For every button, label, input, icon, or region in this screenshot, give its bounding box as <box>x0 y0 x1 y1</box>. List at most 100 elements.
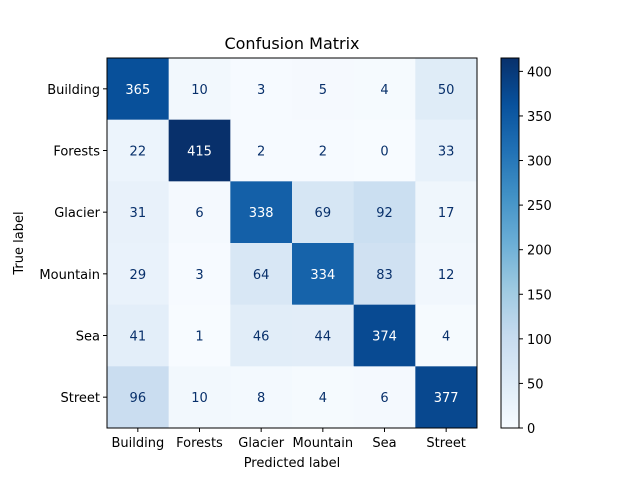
heatmap-cell <box>230 181 293 244</box>
chart-title: Confusion Matrix <box>224 34 359 53</box>
heatmap-cell <box>107 243 170 306</box>
x-tick-label: Forests <box>176 436 223 451</box>
heatmap-cell <box>353 119 416 182</box>
heatmap-cell <box>415 181 478 244</box>
colorbar <box>500 57 520 429</box>
heatmap-cell <box>292 243 355 306</box>
x-tick-label: Building <box>111 436 164 451</box>
heatmap-cells <box>107 58 478 429</box>
colorbar-tick-label: 350 <box>527 110 552 125</box>
cell-value-label: 29 <box>130 268 147 283</box>
colorbar-tick-label: 200 <box>527 244 552 259</box>
cell-value-label: 46 <box>253 330 270 345</box>
cell-value-label: 5 <box>319 83 327 98</box>
heatmap-cell <box>107 119 170 182</box>
cell-value-label: 83 <box>376 268 393 283</box>
heatmap-cell <box>415 366 478 429</box>
y-tick-label: Glacier <box>54 206 100 221</box>
y-axis-ticks: Building Forests Glacier Mountain Sea Street <box>39 83 107 406</box>
cell-value-label: 415 <box>187 145 212 160</box>
cell-value-label: 44 <box>315 330 332 345</box>
heatmap-cell <box>168 304 231 367</box>
cell-value-label: 4 <box>442 330 450 345</box>
heatmap-cell <box>353 243 416 306</box>
colorbar-tick-label: 400 <box>527 65 552 80</box>
heatmap-cell <box>230 304 293 367</box>
cell-value-label: 0 <box>380 145 388 160</box>
cell-value-label: 12 <box>438 268 455 283</box>
cell-value-label: 92 <box>376 206 393 221</box>
heatmap-cell <box>168 366 231 429</box>
heatmap-cell <box>168 243 231 306</box>
colorbar-tick-label: 150 <box>527 288 552 303</box>
cell-value-label: 1 <box>195 330 203 345</box>
colorbar-tick-label: 50 <box>527 377 544 392</box>
cell-value-label: 4 <box>380 83 388 98</box>
heatmap-cell <box>168 58 231 121</box>
heatmap-cell <box>168 181 231 244</box>
cell-value-label: 338 <box>249 206 274 221</box>
x-axis-ticks: Building Forests Glacier Mountain Sea Street <box>111 428 466 451</box>
heatmap-cell <box>353 58 416 121</box>
cell-value-label: 3 <box>257 83 265 98</box>
cell-value-label: 69 <box>315 206 332 221</box>
heatmap-cell <box>292 58 355 121</box>
x-tick-label: Mountain <box>293 436 354 451</box>
cell-value-label: 334 <box>310 268 335 283</box>
colorbar-tick-label: 300 <box>527 155 552 170</box>
heatmap-cell <box>230 119 293 182</box>
cell-value-label: 365 <box>125 83 150 98</box>
colorbar-ticks: 0 50 100 150 200 250 300 350 400 <box>519 65 552 437</box>
heatmap-cell <box>415 243 478 306</box>
plot-frame <box>106 57 478 429</box>
heatmap-cell <box>168 119 231 182</box>
heatmap-cell <box>292 119 355 182</box>
x-tick-label: Glacier <box>238 436 284 451</box>
y-axis-label: True label <box>12 211 27 275</box>
heatmap-cell <box>415 119 478 182</box>
colorbar-tick-label: 100 <box>527 333 552 348</box>
y-tick-label: Mountain <box>39 268 100 283</box>
cell-value-label: 96 <box>130 391 147 406</box>
y-tick-label: Street <box>60 391 100 406</box>
heatmap-cell <box>107 304 170 367</box>
heatmap-cell <box>353 181 416 244</box>
cell-value-label: 10 <box>191 83 208 98</box>
heatmap-cell <box>292 181 355 244</box>
heatmap-cell <box>292 304 355 367</box>
heatmap-cell <box>353 366 416 429</box>
x-axis-label: Predicted label <box>244 456 341 471</box>
heatmap-cell <box>353 304 416 367</box>
cell-value-label: 17 <box>438 206 455 221</box>
heatmap-cell <box>230 366 293 429</box>
colorbar-tick-label: 0 <box>527 422 535 437</box>
cell-value-label: 4 <box>319 391 327 406</box>
cell-value-label: 3 <box>195 268 203 283</box>
cell-value-label: 41 <box>130 330 147 345</box>
colorbar-tick-label: 250 <box>527 199 552 214</box>
cell-value-label: 10 <box>191 391 208 406</box>
heatmap-cell <box>415 58 478 121</box>
y-tick-label: Sea <box>76 330 100 345</box>
cell-value-label: 6 <box>195 206 203 221</box>
heatmap-cell <box>230 58 293 121</box>
x-tick-label: Street <box>426 436 466 451</box>
heatmap-cell <box>230 243 293 306</box>
cell-value-label: 31 <box>130 206 147 221</box>
cell-value-label: 2 <box>257 145 265 160</box>
heatmap-cell <box>107 58 170 121</box>
heatmap-cell <box>107 181 170 244</box>
x-tick-label: Sea <box>372 436 396 451</box>
cell-value-label: 64 <box>253 268 270 283</box>
heatmap-cell <box>292 366 355 429</box>
cell-value-label: 2 <box>319 145 327 160</box>
cell-value-label: 374 <box>372 330 397 345</box>
cell-value-label: 50 <box>438 83 455 98</box>
y-tick-label: Forests <box>53 145 100 160</box>
heatmap-cell <box>415 304 478 367</box>
cell-value-label: 377 <box>434 391 459 406</box>
heatmap-cell <box>107 366 170 429</box>
y-tick-label: Building <box>47 83 100 98</box>
